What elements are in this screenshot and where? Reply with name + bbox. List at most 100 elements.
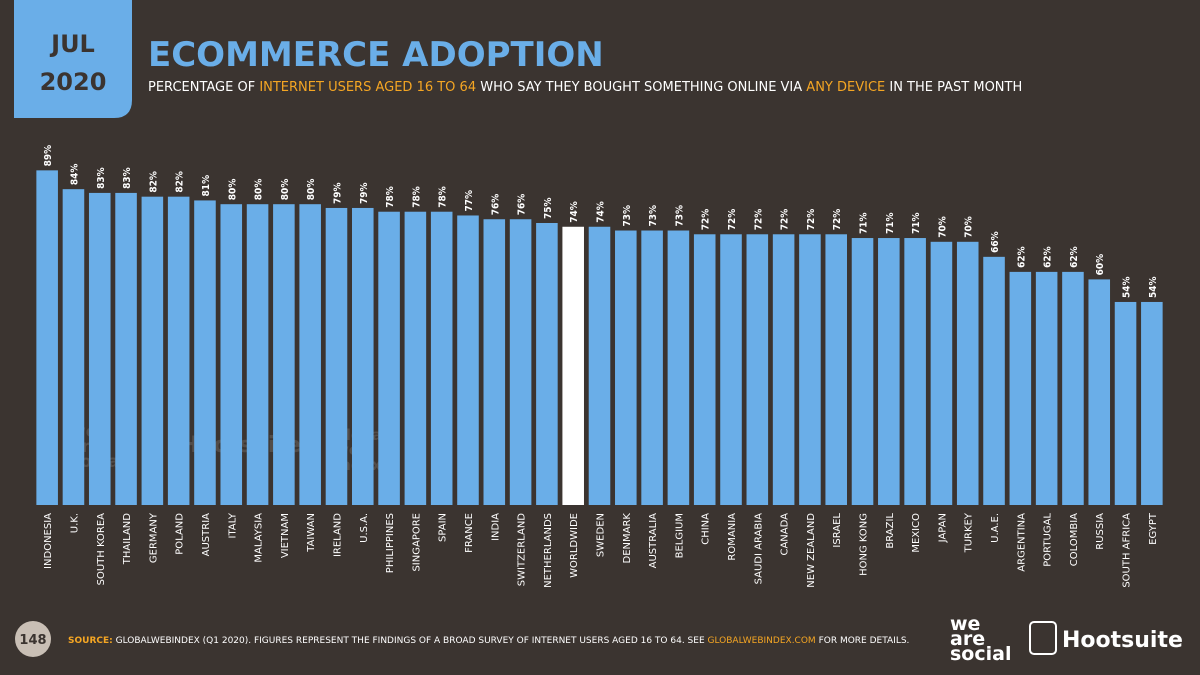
bar <box>404 211 427 505</box>
value-label: 54% <box>1122 276 1133 298</box>
bar <box>1009 271 1032 505</box>
value-label: 72% <box>701 209 712 231</box>
bar <box>1062 271 1084 505</box>
value-label: 54% <box>1148 276 1159 298</box>
x-tick-label: VIETNAM <box>280 513 291 558</box>
bar <box>825 234 848 505</box>
x-tick-label: TURKEY <box>964 512 975 553</box>
value-label: 60% <box>1095 254 1106 276</box>
value-label: 80% <box>306 179 317 201</box>
value-label: 80% <box>254 179 265 201</box>
value-label: 80% <box>227 179 238 201</box>
value-label: 78% <box>438 186 449 208</box>
bar <box>141 196 164 505</box>
bar <box>1035 271 1058 505</box>
logo-icon <box>1029 621 1057 655</box>
year: 2020 <box>40 68 107 96</box>
bar <box>667 230 690 505</box>
value-label: 70% <box>937 216 948 238</box>
value-label: 89% <box>43 145 54 167</box>
x-tick-label: FRANCE <box>464 513 475 553</box>
x-tick-label: IRELAND <box>332 513 343 557</box>
x-tick-label: CHINA <box>701 513 712 545</box>
bar <box>220 204 243 505</box>
x-tick-label: SAUDI ARABIA <box>753 513 764 585</box>
x-tick-label: ITALY <box>227 512 238 538</box>
value-label: 72% <box>780 209 791 231</box>
value-label: 62% <box>1069 246 1080 268</box>
x-tick-label: POLAND <box>175 513 186 555</box>
x-tick-label: RUSSIA <box>1095 513 1106 550</box>
text-part: FOR MORE DETAILS. <box>816 636 910 646</box>
bar <box>194 200 216 505</box>
text-part: GLOBALWEBINDEX.COM <box>708 636 816 646</box>
month: JUL <box>49 30 95 58</box>
value-label: 76% <box>517 194 528 216</box>
text-part: IN THE PAST MONTH <box>885 80 1022 95</box>
x-tick-label: ROMANIA <box>727 513 738 561</box>
value-label: 82% <box>148 171 159 193</box>
logo-text: we <box>950 613 980 635</box>
bar <box>351 207 374 505</box>
x-tick-label: INDIA <box>490 513 501 541</box>
text-part: ANY DEVICE <box>806 80 885 95</box>
value-label: 78% <box>411 186 422 208</box>
logo-text: social <box>950 643 1011 665</box>
value-label: 73% <box>622 205 633 227</box>
value-label: 73% <box>674 205 685 227</box>
bar <box>246 204 269 505</box>
plot: 89% INDONESIA 84% U.K. 83% SOUTH KOREA 83% THAI… <box>36 145 1163 588</box>
bar <box>483 219 506 506</box>
value-label: 80% <box>280 179 291 201</box>
value-label: 75% <box>543 197 554 219</box>
subtitle: PERCENTAGE OF INTERNET USERS AGED 16 TO … <box>148 80 1022 95</box>
bar <box>1088 279 1111 505</box>
value-label: 74% <box>596 201 607 223</box>
value-label: 83% <box>96 167 107 189</box>
value-label: 70% <box>964 216 975 238</box>
value-label: 84% <box>69 164 80 186</box>
x-tick-label: PHILIPPINES <box>385 513 396 573</box>
x-tick-label: JAPAN <box>937 513 948 543</box>
value-label: 62% <box>1016 246 1027 268</box>
x-tick-label: DENMARK <box>622 513 633 564</box>
x-tick-label: PORTUGAL <box>1043 513 1054 567</box>
x-tick-label: MEXICO <box>911 513 922 553</box>
x-tick-label: NEW ZEALAND <box>806 513 817 588</box>
value-label: 83% <box>122 167 133 189</box>
bar <box>509 219 532 506</box>
bar <box>430 211 453 505</box>
bar <box>325 207 348 505</box>
x-tick-label: SPAIN <box>438 513 449 542</box>
x-tick-label: ISRAEL <box>832 513 843 548</box>
value-label: 72% <box>832 209 843 231</box>
value-label: 72% <box>727 209 738 231</box>
x-tick-label: BELGIUM <box>674 513 685 558</box>
bar <box>378 211 400 505</box>
x-tick-label: TAIWAN <box>306 513 317 553</box>
value-label: 81% <box>201 175 212 197</box>
text-part: PERCENTAGE OF <box>148 80 259 95</box>
bar <box>1114 301 1137 505</box>
value-label: 72% <box>753 209 764 231</box>
x-tick-label: ARGENTINA <box>1016 513 1027 572</box>
bar <box>615 230 637 505</box>
value-label: 78% <box>385 186 396 208</box>
x-tick-label: NETHERLANDS <box>543 513 554 588</box>
bar <box>720 234 742 505</box>
x-tick-label: GERMANY <box>148 512 159 563</box>
bar <box>588 226 611 505</box>
value-label: 76% <box>490 194 501 216</box>
value-label: 77% <box>464 190 475 212</box>
x-tick-label: COLOMBIA <box>1069 513 1080 566</box>
x-tick-label: EGYPT <box>1148 512 1159 545</box>
value-label: 73% <box>648 205 659 227</box>
bar <box>930 241 953 506</box>
value-label: 72% <box>806 209 817 231</box>
x-tick-label: WORLDWIDE <box>569 513 580 578</box>
bar <box>878 238 900 506</box>
x-tick-label: AUSTRALIA <box>648 513 659 569</box>
bar <box>799 234 821 505</box>
value-label: 66% <box>990 231 1001 253</box>
